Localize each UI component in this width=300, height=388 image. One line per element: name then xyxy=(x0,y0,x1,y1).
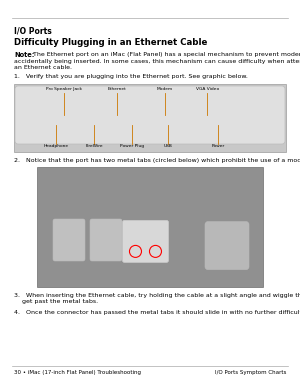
Text: an Ethernet cable.: an Ethernet cable. xyxy=(14,65,72,70)
FancyBboxPatch shape xyxy=(53,219,85,261)
Text: 2.   Notice that the port has two metal tabs (circled below) which prohibit the : 2. Notice that the port has two metal ta… xyxy=(14,158,300,163)
Text: Modem: Modem xyxy=(157,87,173,91)
Text: I/O Ports Symptom Charts: I/O Ports Symptom Charts xyxy=(214,370,286,375)
Text: Power: Power xyxy=(212,144,225,148)
Text: accidentally being inserted. In some cases, this mechanism can cause difficulty : accidentally being inserted. In some cas… xyxy=(14,59,300,64)
Text: USB: USB xyxy=(163,144,172,148)
FancyBboxPatch shape xyxy=(15,86,285,144)
Text: The Ethernet port on an iMac (Flat Panel) has a special mechanism to prevent mod: The Ethernet port on an iMac (Flat Panel… xyxy=(29,52,300,57)
Bar xyxy=(14,84,286,152)
Text: Ethernet: Ethernet xyxy=(108,87,127,91)
Text: get past the metal tabs.: get past the metal tabs. xyxy=(22,300,98,305)
Text: 3.   When inserting the Ethernet cable, try holding the cable at a slight angle : 3. When inserting the Ethernet cable, tr… xyxy=(14,293,300,298)
Text: FireWire: FireWire xyxy=(85,144,103,148)
Text: I/O Ports: I/O Ports xyxy=(14,26,52,35)
FancyBboxPatch shape xyxy=(122,220,169,262)
FancyBboxPatch shape xyxy=(90,219,122,261)
Text: Power Plug: Power Plug xyxy=(120,144,144,148)
Text: 1.   Verify that you are plugging into the Ethernet port. See graphic below.: 1. Verify that you are plugging into the… xyxy=(14,74,248,79)
Text: 4.   Once the connector has passed the metal tabs it should slide in with no fur: 4. Once the connector has passed the met… xyxy=(14,310,300,315)
Text: Difficulty Plugging in an Ethernet Cable: Difficulty Plugging in an Ethernet Cable xyxy=(14,38,207,47)
Text: VGA Video: VGA Video xyxy=(196,87,219,91)
Text: Pro Speaker Jack: Pro Speaker Jack xyxy=(46,87,82,91)
FancyBboxPatch shape xyxy=(205,222,249,270)
Bar xyxy=(37,167,263,287)
Text: 30 • iMac (17-inch Flat Panel) Troubleshooting: 30 • iMac (17-inch Flat Panel) Troublesh… xyxy=(14,370,141,375)
Text: Note:: Note: xyxy=(14,52,34,58)
Text: Headphone: Headphone xyxy=(44,144,69,148)
